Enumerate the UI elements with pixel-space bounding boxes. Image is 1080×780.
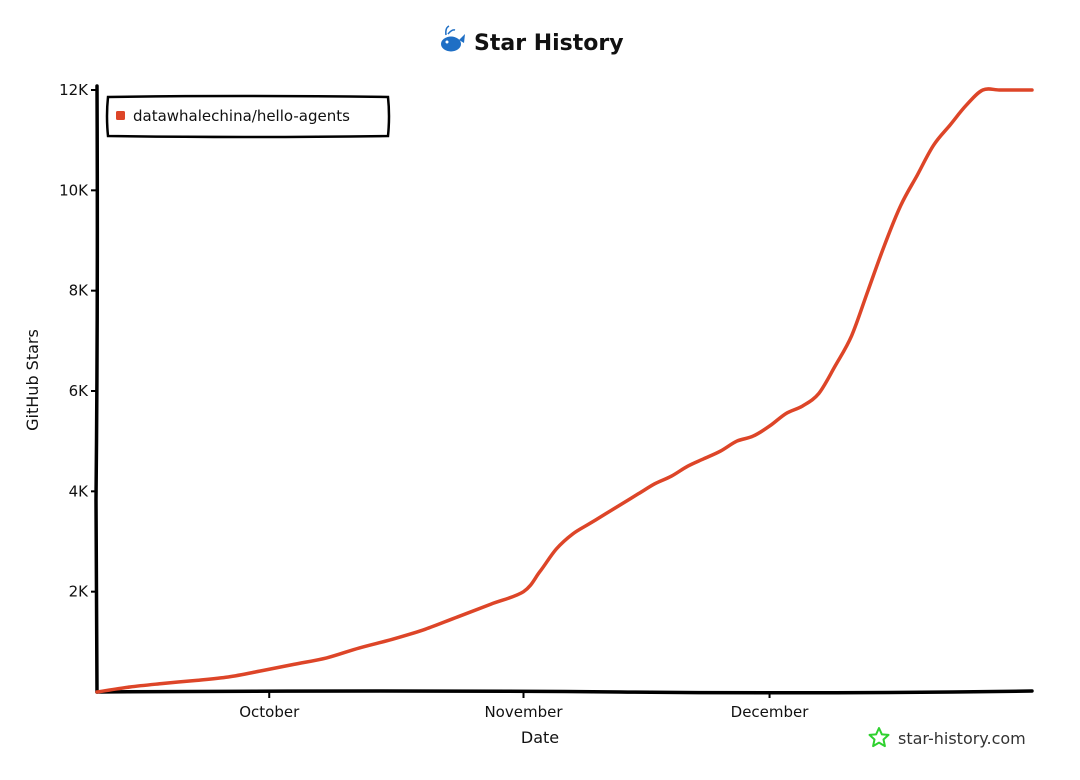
watermark-text: star-history.com: [898, 729, 1026, 748]
y-tick-label: 8K: [69, 282, 90, 300]
watermark: star-history.com: [868, 727, 1026, 748]
y-tick-label: 4K: [69, 482, 90, 500]
x-tick-label: November: [484, 703, 563, 721]
y-tick-label: 2K: [69, 583, 90, 601]
y-tick-label: 10K: [59, 181, 89, 199]
x-axis-ticks: October November December: [239, 692, 809, 721]
legend-label: datawhalechina/hello-agents: [133, 107, 350, 125]
y-axis-label: GitHub Stars: [23, 329, 42, 431]
y-axis-line: [94, 84, 100, 694]
x-tick-label: December: [731, 703, 810, 721]
legend: datawhalechina/hello-agents: [105, 94, 391, 139]
legend-box: [105, 94, 391, 139]
y-tick-label: 6K: [69, 382, 90, 400]
legend-swatch: [116, 111, 125, 120]
y-axis-ticks: 2K 4K 6K 8K 10K 12K: [59, 81, 97, 601]
x-axis-label: Date: [521, 728, 559, 747]
x-axis-line: [95, 689, 1034, 695]
series-line: [95, 87, 1034, 694]
star-outline-icon: [868, 727, 890, 748]
chart-title: Star History: [474, 31, 624, 56]
whale-icon: [441, 25, 465, 52]
y-tick-label: 12K: [59, 81, 89, 99]
chart-title-group: Star History: [441, 25, 624, 56]
x-tick-label: October: [239, 703, 300, 721]
